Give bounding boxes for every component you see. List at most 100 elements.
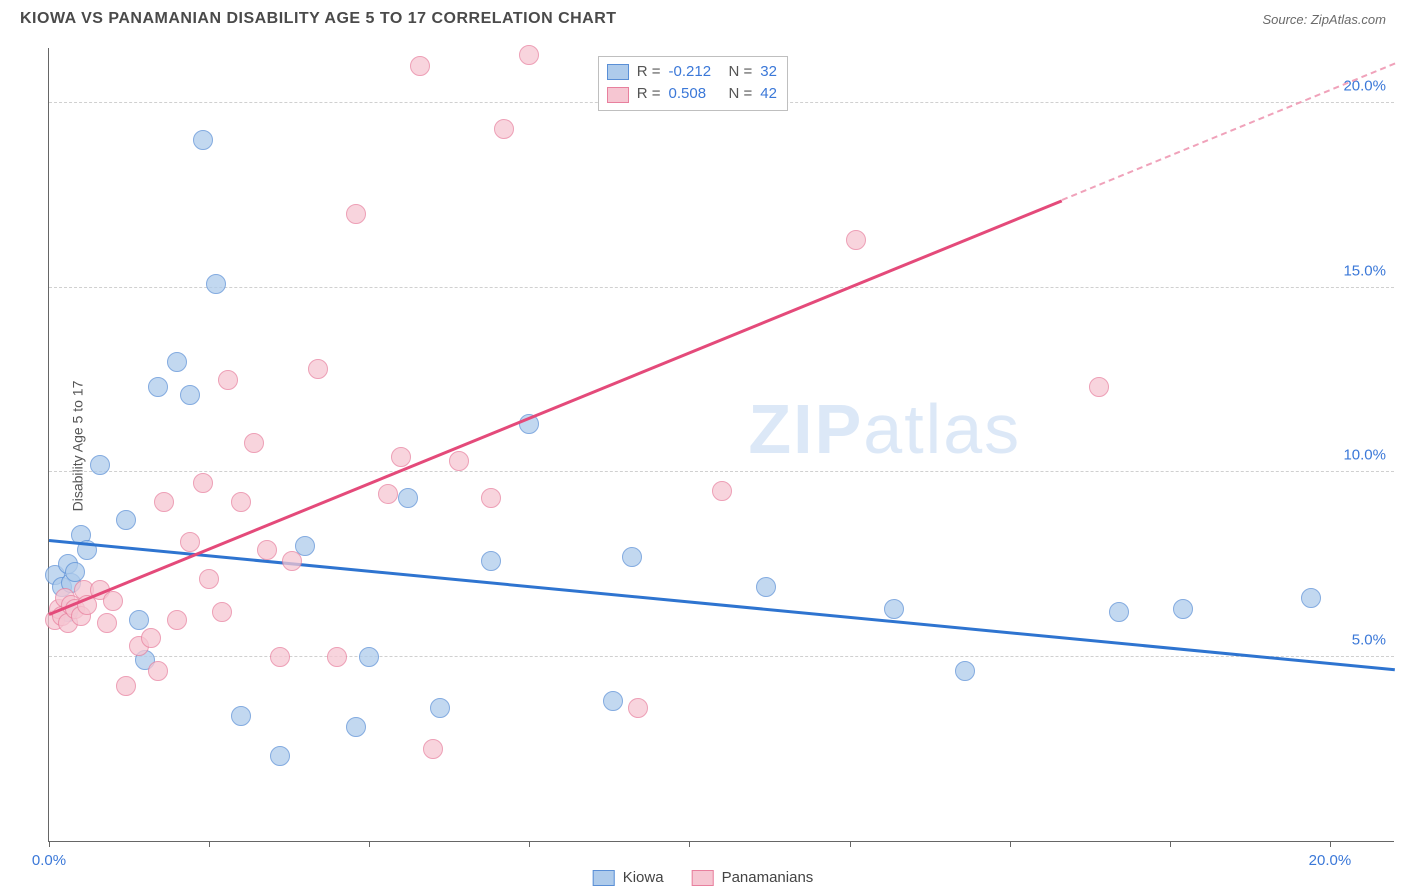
source-name: ZipAtlas.com — [1311, 12, 1386, 27]
legend-swatch — [607, 64, 629, 80]
data-point — [628, 698, 648, 718]
data-point — [481, 551, 501, 571]
data-point — [481, 488, 501, 508]
legend-swatch — [692, 870, 714, 886]
data-point — [167, 610, 187, 630]
chart-plot-area: ZIPatlas5.0%10.0%15.0%20.0%0.0%20.0%R =-… — [48, 48, 1394, 842]
data-point — [1089, 377, 1109, 397]
data-point — [494, 119, 514, 139]
n-value: 42 — [760, 83, 777, 106]
data-point — [148, 377, 168, 397]
n-label: N = — [729, 83, 753, 106]
x-tick — [49, 841, 50, 847]
data-point — [423, 739, 443, 759]
x-tick — [689, 841, 690, 847]
data-point — [199, 569, 219, 589]
data-point — [391, 447, 411, 467]
trend-line — [49, 539, 1395, 671]
r-label: R = — [637, 61, 661, 84]
source-prefix: Source: — [1262, 12, 1310, 27]
data-point — [308, 359, 328, 379]
x-tick — [209, 841, 210, 847]
data-point — [97, 613, 117, 633]
data-point — [193, 130, 213, 150]
data-point — [218, 370, 238, 390]
r-label: R = — [637, 83, 661, 106]
data-point — [129, 610, 149, 630]
data-point — [65, 562, 85, 582]
data-point — [1109, 602, 1129, 622]
data-point — [180, 532, 200, 552]
legend-swatch — [593, 870, 615, 886]
y-tick-label: 10.0% — [1343, 447, 1386, 464]
series-legend: Kiowa Panamanians — [593, 869, 814, 886]
y-tick-label: 15.0% — [1343, 262, 1386, 279]
legend-swatch — [607, 87, 629, 103]
data-point — [359, 647, 379, 667]
data-point — [206, 274, 226, 294]
gridline — [49, 287, 1394, 288]
data-point — [846, 230, 866, 250]
legend-item: Kiowa — [593, 869, 664, 886]
data-point — [141, 628, 161, 648]
data-point — [231, 492, 251, 512]
data-point — [398, 488, 418, 508]
legend-label: Kiowa — [623, 869, 664, 886]
data-point — [116, 510, 136, 530]
x-tick — [1010, 841, 1011, 847]
data-point — [103, 591, 123, 611]
data-point — [1301, 588, 1321, 608]
data-point — [884, 599, 904, 619]
x-tick-label: 0.0% — [32, 852, 66, 869]
r-value: -0.212 — [669, 61, 721, 84]
x-tick — [369, 841, 370, 847]
gridline — [49, 471, 1394, 472]
data-point — [519, 45, 539, 65]
data-point — [955, 661, 975, 681]
data-point — [231, 706, 251, 726]
data-point — [154, 492, 174, 512]
data-point — [90, 455, 110, 475]
stats-row: R = -0.212 N = 32 — [607, 61, 777, 84]
watermark: ZIPatlas — [748, 389, 1021, 469]
x-tick — [529, 841, 530, 847]
n-value: 32 — [760, 61, 777, 84]
data-point — [756, 577, 776, 597]
data-point — [449, 451, 469, 471]
data-point — [346, 204, 366, 224]
stats-row: R = 0.508 N = 42 — [607, 83, 777, 106]
data-point — [167, 352, 187, 372]
data-point — [180, 385, 200, 405]
correlation-stats-legend: R = -0.212 N = 32 R = 0.508 N = 42 — [598, 56, 788, 111]
data-point — [270, 647, 290, 667]
data-point — [1173, 599, 1193, 619]
legend-label: Panamanians — [722, 869, 814, 886]
data-point — [603, 691, 623, 711]
data-point — [378, 484, 398, 504]
data-point — [148, 661, 168, 681]
trend-line-extrapolated — [1061, 63, 1395, 201]
data-point — [270, 746, 290, 766]
gridline — [49, 656, 1394, 657]
x-tick — [1330, 841, 1331, 847]
y-tick-label: 5.0% — [1352, 631, 1386, 648]
r-value: 0.508 — [669, 83, 721, 106]
x-tick — [1170, 841, 1171, 847]
data-point — [257, 540, 277, 560]
data-point — [116, 676, 136, 696]
chart-source: Source: ZipAtlas.com — [1262, 12, 1386, 27]
data-point — [622, 547, 642, 567]
data-point — [430, 698, 450, 718]
legend-item: Panamanians — [692, 869, 814, 886]
x-tick-label: 20.0% — [1309, 852, 1352, 869]
x-tick — [850, 841, 851, 847]
data-point — [212, 602, 232, 622]
data-point — [327, 647, 347, 667]
n-label: N = — [729, 61, 753, 84]
data-point — [712, 481, 732, 501]
data-point — [410, 56, 430, 76]
data-point — [244, 433, 264, 453]
data-point — [282, 551, 302, 571]
data-point — [193, 473, 213, 493]
data-point — [346, 717, 366, 737]
